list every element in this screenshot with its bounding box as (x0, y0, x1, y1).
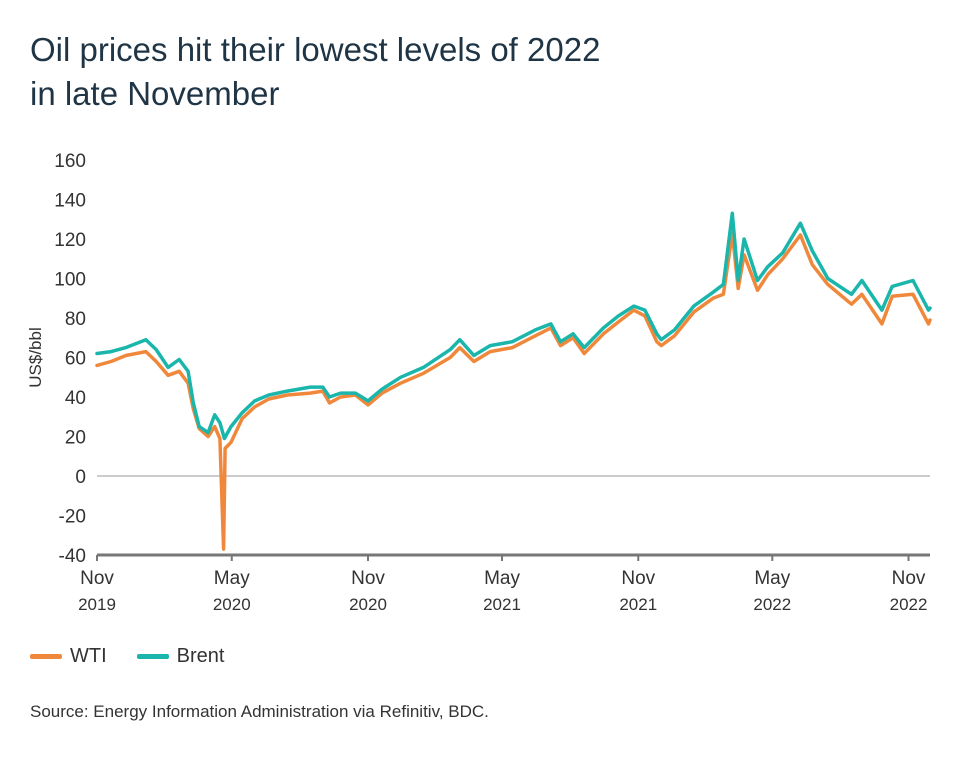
legend-label-wti: WTI (70, 645, 107, 667)
y-tick-label: 160 (54, 151, 86, 172)
chart-title-line-1: Oil prices hit their lowest levels of 20… (30, 31, 601, 68)
chart-title: Oil prices hit their lowest levels of 20… (30, 28, 930, 116)
x-tick-year: 2022 (890, 595, 928, 614)
y-tick-label: 60 (65, 349, 86, 370)
y-axis-label: US$/bbl (26, 327, 45, 387)
legend: WTI Brent (30, 645, 254, 668)
x-tick-year: 2022 (753, 595, 791, 614)
y-tick-label: 80 (65, 309, 86, 330)
legend-item-brent: Brent (136, 645, 225, 668)
x-tick-month: May (754, 568, 790, 589)
legend-swatch-wti (30, 654, 62, 659)
y-tick-label: 0 (75, 467, 86, 488)
source-note: Source: Energy Information Administratio… (30, 702, 489, 721)
x-tick-year: 2021 (619, 595, 657, 614)
x-axis-ticks: Nov 2019 May 2020 Nov 2020 May 2021 Nov 2021 May 20… (78, 555, 927, 614)
series-line-brent (95, 211, 932, 441)
y-tick-label: -40 (59, 546, 86, 567)
x-tick-month: Nov (351, 568, 385, 589)
y-tick-label: 20 (65, 428, 86, 449)
y-tick-label: -20 (59, 507, 86, 528)
y-tick-label: 40 (65, 388, 86, 409)
x-tick-year: 2021 (483, 595, 521, 614)
x-tick-month: Nov (80, 568, 114, 589)
y-tick-label: 120 (54, 230, 86, 251)
x-tick-month: Nov (892, 568, 926, 589)
y-tick-label: 140 (54, 191, 86, 212)
y-axis-ticks: 160 140 120 100 80 60 40 20 0 -20 -40 (54, 151, 86, 567)
legend-item-wti: WTI (30, 645, 107, 668)
chart-title-line-2: in late November (30, 75, 280, 112)
y-tick-label: 100 (54, 270, 86, 291)
x-tick-year: 2020 (213, 595, 251, 614)
line-chart: 160 140 120 100 80 60 40 20 0 -20 -40 Nov 2019 May 20… (26, 151, 932, 614)
x-tick-month: Nov (621, 568, 655, 589)
x-tick-month: May (214, 568, 250, 589)
x-tick-year: 2019 (78, 595, 116, 614)
legend-label-brent: Brent (176, 645, 225, 667)
series-line-wti (95, 231, 932, 551)
legend-swatch-brent (136, 654, 169, 659)
x-tick-month: May (484, 568, 520, 589)
x-tick-year: 2020 (349, 595, 387, 614)
series-layer (95, 211, 932, 551)
